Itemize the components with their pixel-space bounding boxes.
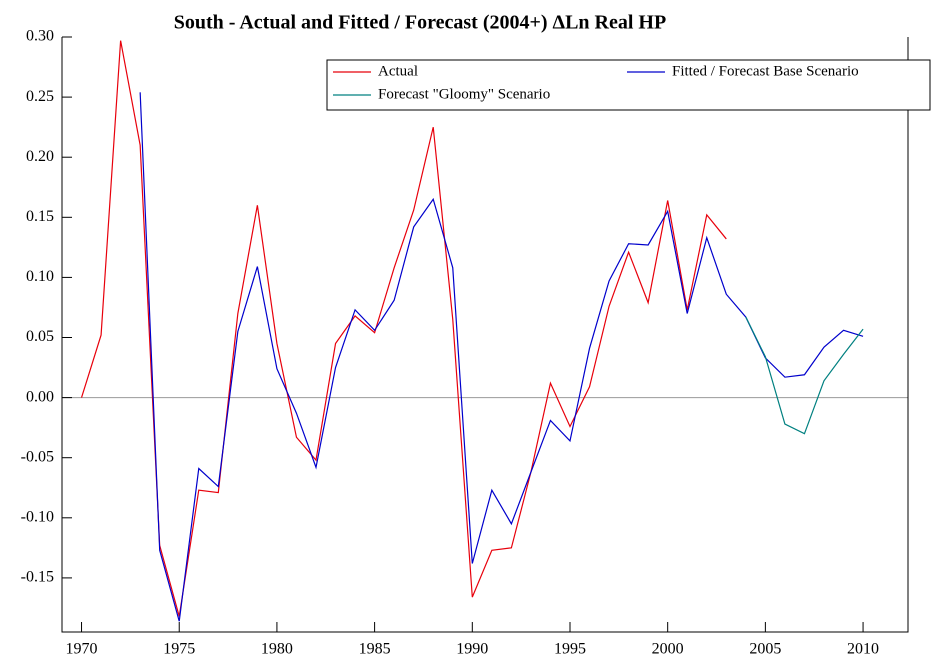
legend-label: Actual [378, 63, 418, 79]
y-tick-label: 0.20 [26, 148, 54, 165]
x-tick-label: 2005 [749, 641, 781, 658]
x-tick-label: 1995 [554, 641, 586, 658]
y-tick-label: 0.00 [26, 388, 54, 405]
x-tick-label: 2010 [847, 641, 879, 658]
series-line [745, 316, 864, 435]
axes [61, 37, 909, 633]
x-tick-label: 1985 [359, 641, 391, 658]
x-tick-label: 1980 [261, 641, 293, 658]
legend-label: Forecast "Gloomy" Scenario [378, 86, 550, 102]
y-tick-label: -0.15 [21, 569, 54, 586]
chart-title: South - Actual and Fitted / Forecast (20… [174, 12, 666, 34]
x-tick-label: 1975 [163, 641, 195, 658]
series-line [80, 40, 727, 617]
y-tick-label: 0.05 [26, 328, 54, 345]
y-tick-label: 0.30 [26, 28, 54, 45]
x-tick-label: 1970 [66, 641, 98, 658]
y-tick-label: 0.10 [26, 268, 54, 285]
legend-label: Fitted / Forecast Base Scenario [672, 63, 859, 79]
y-tick-label: 0.25 [26, 88, 54, 105]
legend-box [326, 59, 931, 111]
x-tick-label: 2000 [652, 641, 684, 658]
y-tick-label: -0.10 [21, 508, 54, 525]
y-tick-label: -0.05 [21, 448, 54, 465]
x-tick-label: 1990 [456, 641, 488, 658]
series-line [139, 92, 864, 622]
y-tick-label: 0.15 [26, 208, 54, 225]
